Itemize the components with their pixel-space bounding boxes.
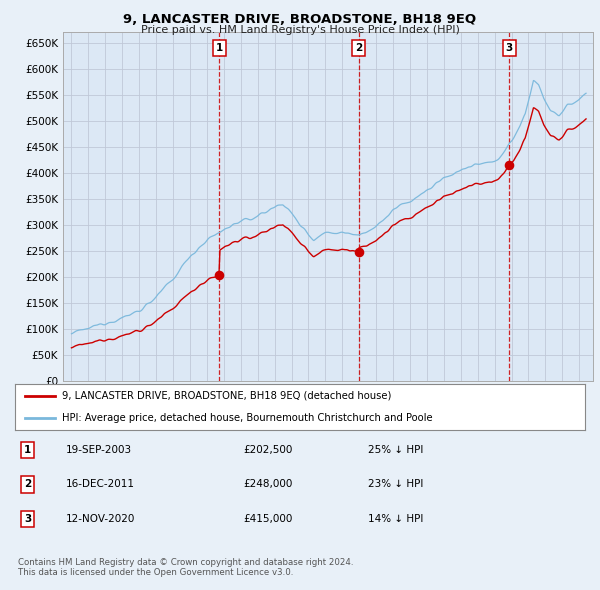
Text: 2: 2	[24, 480, 31, 489]
Point	[214, 271, 224, 280]
Text: £202,500: £202,500	[243, 445, 292, 455]
Text: 3: 3	[506, 43, 513, 53]
Text: HPI: Average price, detached house, Bournemouth Christchurch and Poole: HPI: Average price, detached house, Bour…	[62, 414, 433, 424]
Text: 2: 2	[355, 43, 362, 53]
Text: 25% ↓ HPI: 25% ↓ HPI	[368, 445, 424, 455]
Text: Contains HM Land Registry data © Crown copyright and database right 2024.
This d: Contains HM Land Registry data © Crown c…	[18, 558, 353, 577]
Text: 1: 1	[24, 445, 31, 455]
Text: Price paid vs. HM Land Registry's House Price Index (HPI): Price paid vs. HM Land Registry's House …	[140, 25, 460, 35]
Point	[505, 160, 514, 170]
Text: 3: 3	[24, 514, 31, 524]
Text: 1: 1	[215, 43, 223, 53]
Text: 16-DEC-2011: 16-DEC-2011	[66, 480, 136, 489]
Text: 12-NOV-2020: 12-NOV-2020	[66, 514, 136, 524]
Text: 14% ↓ HPI: 14% ↓ HPI	[368, 514, 424, 524]
Text: 9, LANCASTER DRIVE, BROADSTONE, BH18 9EQ: 9, LANCASTER DRIVE, BROADSTONE, BH18 9EQ	[124, 13, 476, 26]
Text: £248,000: £248,000	[243, 480, 292, 489]
Text: 9, LANCASTER DRIVE, BROADSTONE, BH18 9EQ (detached house): 9, LANCASTER DRIVE, BROADSTONE, BH18 9EQ…	[62, 391, 391, 401]
Point	[354, 247, 364, 257]
Text: 19-SEP-2003: 19-SEP-2003	[66, 445, 133, 455]
Text: £415,000: £415,000	[243, 514, 292, 524]
Text: 23% ↓ HPI: 23% ↓ HPI	[368, 480, 424, 489]
